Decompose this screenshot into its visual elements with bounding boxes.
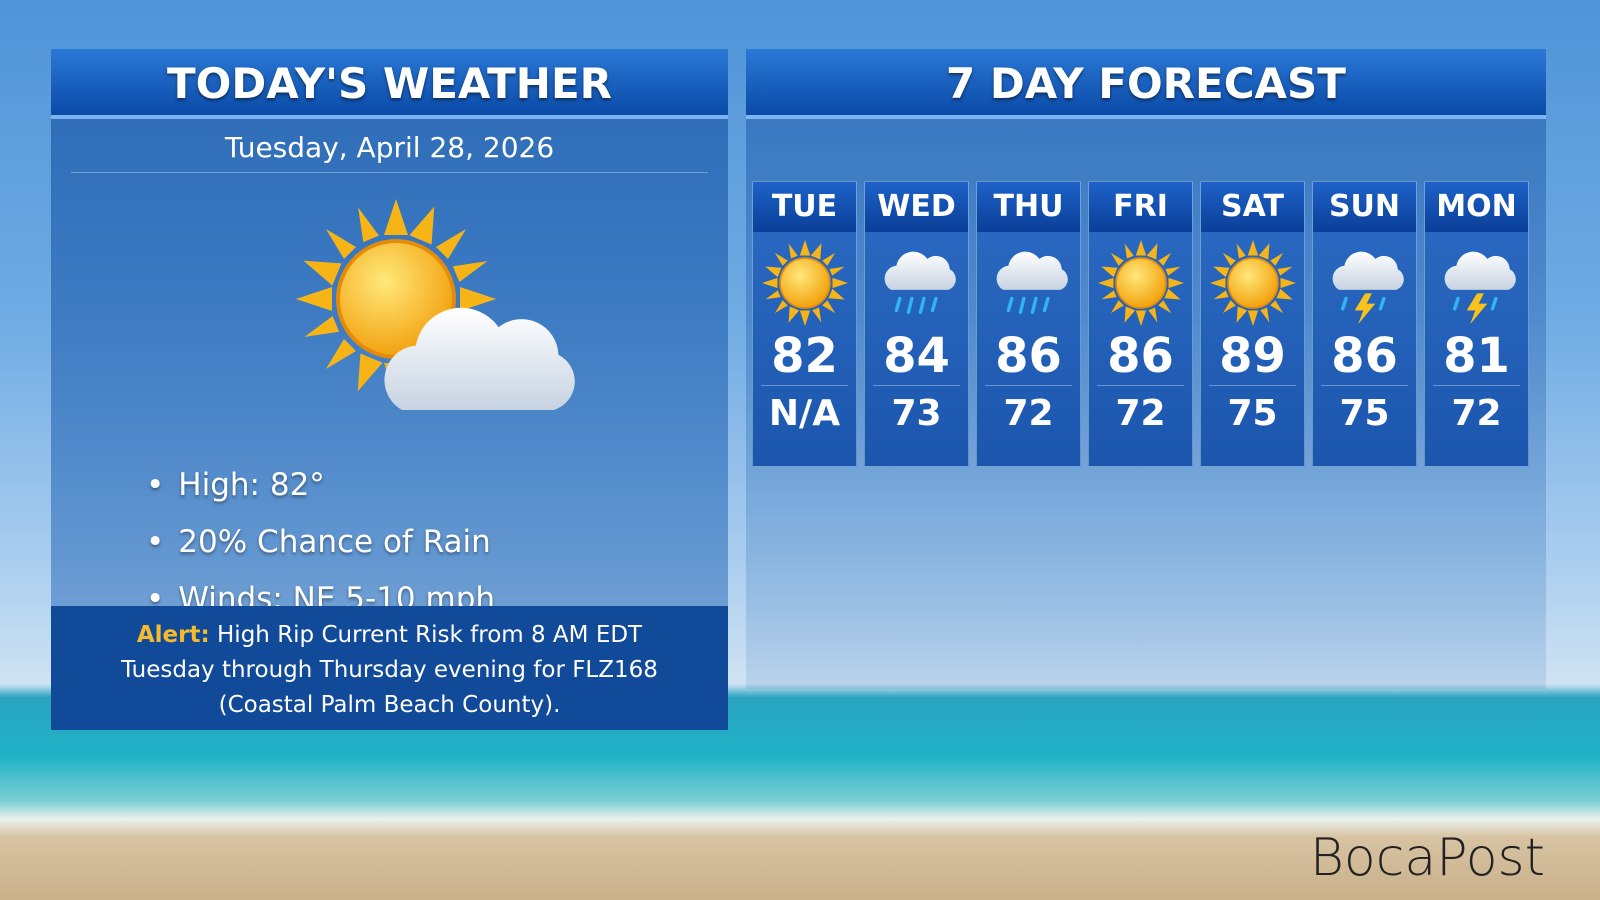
icon <box>1210 240 1296 326</box>
today-title: TODAY'S WEATHER <box>51 49 728 119</box>
today-date: Tuesday, April 28, 2026 <box>71 131 708 173</box>
day-column: MON 81 72 <box>1424 181 1529 467</box>
day-column: WED 84 73 <box>864 181 969 467</box>
high: 86 <box>1097 326 1184 386</box>
alert: Alert: High Rip Current Risk from 8 AM E… <box>51 606 728 730</box>
icon <box>1322 240 1408 326</box>
icon <box>1098 240 1184 326</box>
high: 84 <box>873 326 960 386</box>
forecast-title: 7 DAY FORECAST <box>746 49 1546 119</box>
day-column: THU 86 72 <box>976 181 1081 467</box>
day-name: SUN <box>1313 182 1416 232</box>
low: N/A <box>768 393 841 434</box>
low: 75 <box>1339 393 1390 434</box>
icon <box>986 240 1072 326</box>
day-column: SUN 86 75 <box>1312 181 1417 467</box>
day-column: TUE 82 N/A <box>752 181 857 467</box>
day-name: WED <box>865 182 968 232</box>
low: 72 <box>1003 393 1054 434</box>
icon <box>874 240 960 326</box>
bullet: 20% Chance of Rain <box>146 524 495 581</box>
alert-text: High Rip Current Risk from 8 AM EDT Tues… <box>121 622 658 718</box>
brand: BocaPost <box>1309 828 1545 888</box>
day-name: THU <box>977 182 1080 232</box>
day-name: SAT <box>1201 182 1304 232</box>
today-panel: TODAY'S WEATHER Tuesday, April 28, 2026 … <box>51 49 728 730</box>
high: 86 <box>985 326 1072 386</box>
bullet: High: 82° <box>146 467 495 524</box>
icon <box>1434 240 1520 326</box>
day-name: MON <box>1425 182 1528 232</box>
low: 72 <box>1451 393 1502 434</box>
day-name: TUE <box>753 182 856 232</box>
low: 75 <box>1227 393 1278 434</box>
today-icon <box>276 189 575 419</box>
day-name: FRI <box>1089 182 1192 232</box>
high: 81 <box>1433 326 1520 386</box>
low: 72 <box>1115 393 1166 434</box>
low: 73 <box>891 393 942 434</box>
high: 89 <box>1209 326 1296 386</box>
alert-label: Alert: <box>136 622 210 648</box>
icon <box>762 240 848 326</box>
day-column: SAT 89 75 <box>1200 181 1305 467</box>
day-column: FRI 86 72 <box>1088 181 1193 467</box>
high: 86 <box>1321 326 1408 386</box>
high: 82 <box>761 326 848 386</box>
